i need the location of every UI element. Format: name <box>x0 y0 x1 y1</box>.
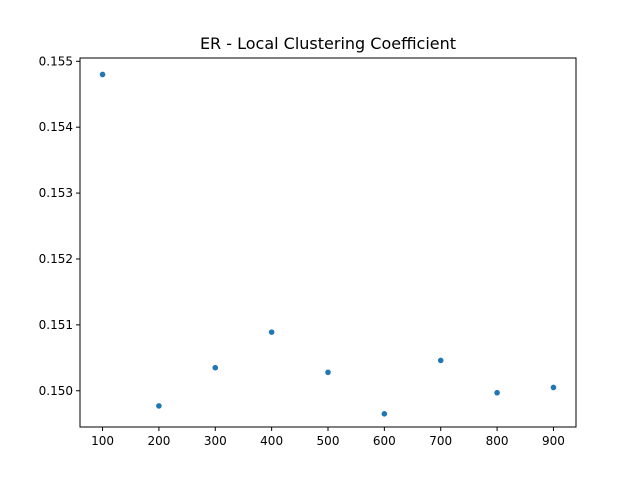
y-tick-label: 0.154 <box>39 120 73 134</box>
data-point <box>156 403 162 409</box>
data-point <box>381 411 388 417</box>
data-points <box>99 71 557 417</box>
x-axis: 100 200 300 400 500 600 700 800 900 <box>91 427 565 448</box>
x-tick-label: 400 <box>260 434 283 448</box>
y-tick-label: 0.151 <box>39 318 73 332</box>
y-tick-label: 0.155 <box>39 54 73 68</box>
x-tick-label: 900 <box>542 434 565 448</box>
plot-frame <box>79 57 577 428</box>
y-tick-label: 0.153 <box>39 186 73 200</box>
y-tick-label: 0.150 <box>39 384 73 398</box>
data-point <box>437 357 444 364</box>
x-tick-label: 500 <box>317 434 340 448</box>
x-tick-label: 800 <box>486 434 509 448</box>
y-axis: 0.150 0.151 0.152 0.153 0.154 0.155 <box>39 54 80 398</box>
data-point <box>99 71 106 78</box>
chart-title: ER - Local Clustering Coefficient <box>200 34 456 53</box>
x-tick-label: 200 <box>147 434 170 448</box>
data-point <box>212 364 219 371</box>
y-tick-label: 0.152 <box>39 252 73 266</box>
x-tick-label: 100 <box>91 434 114 448</box>
x-tick-label: 700 <box>429 434 452 448</box>
data-point <box>268 329 275 335</box>
data-point <box>325 369 331 376</box>
data-point <box>494 389 500 396</box>
data-point <box>550 384 557 391</box>
x-tick-label: 300 <box>204 434 227 448</box>
x-tick-label: 600 <box>373 434 396 448</box>
